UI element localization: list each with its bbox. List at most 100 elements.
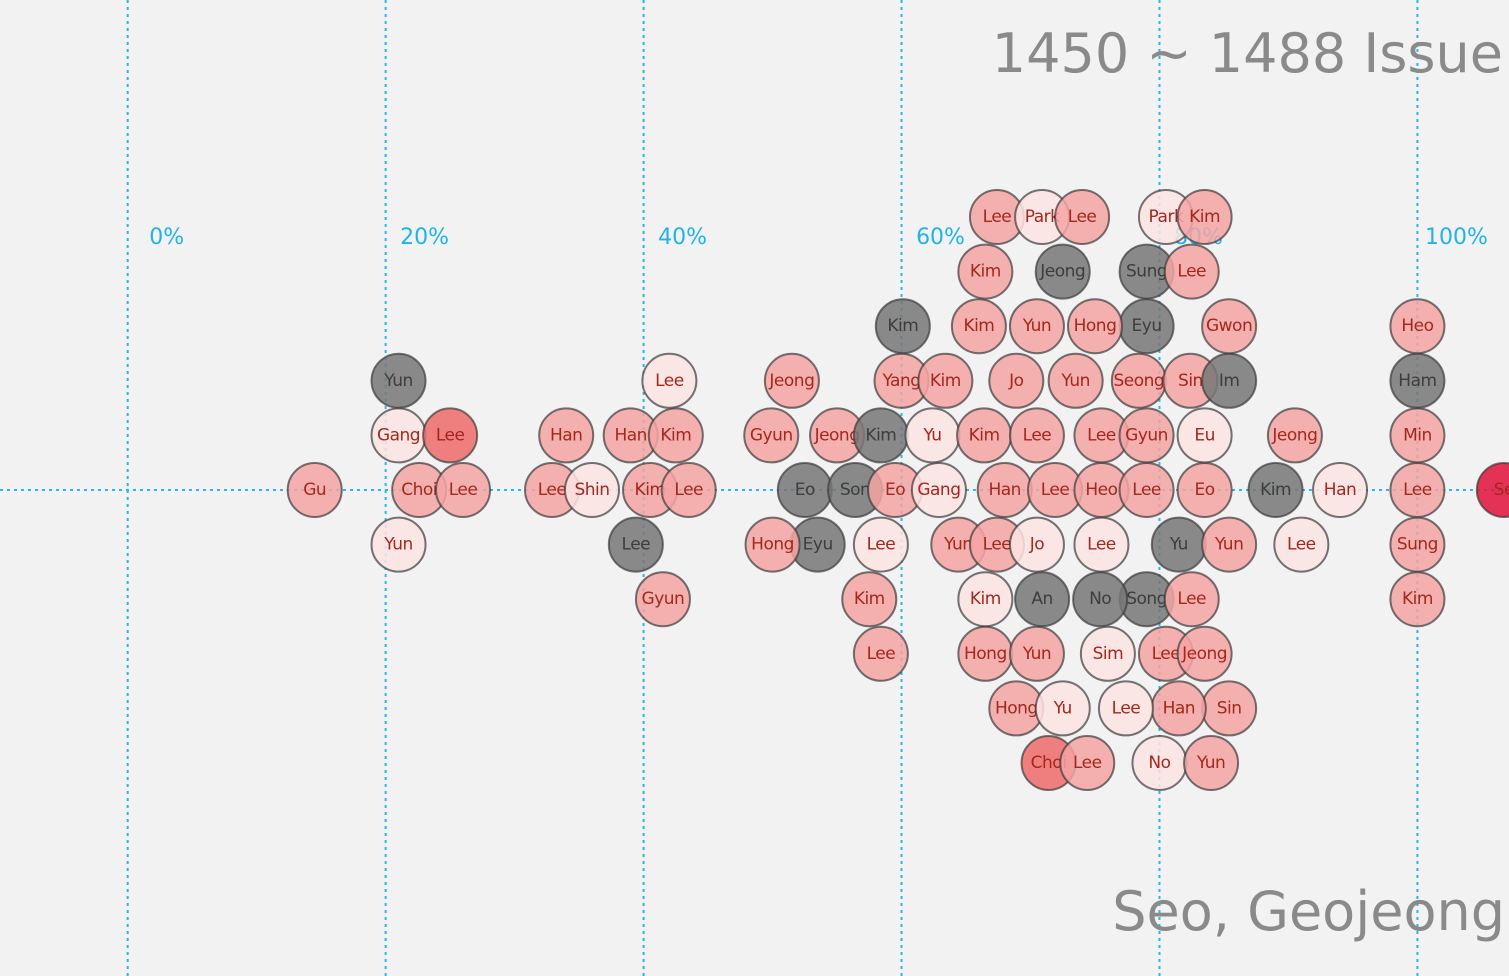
bubble-circle (370, 516, 427, 573)
bubble-label: Choi (401, 480, 437, 500)
bubble-label: Park (1025, 207, 1060, 227)
bubble-label: Kim (1189, 207, 1220, 227)
bubble-label: Lee (1073, 753, 1102, 773)
bubble-circle (1097, 680, 1154, 737)
bubble: Ham (1389, 352, 1446, 409)
bubble-circle (1176, 189, 1233, 245)
bubble-label: Gang (377, 425, 420, 445)
bubble-label: Kim (1402, 589, 1433, 609)
bubble-label: Han (550, 425, 582, 445)
bubble-label: Yu (922, 425, 941, 445)
bubble-circle (1034, 243, 1091, 300)
bubble: Han (538, 407, 595, 464)
bubble: Lee (1273, 516, 1330, 573)
bubble: Lee (1118, 462, 1175, 518)
x-tick-label: 0% (149, 225, 184, 250)
bubble-label: Hong (995, 698, 1038, 718)
bubble-label: Choi (1031, 753, 1067, 773)
bubble-label: Eu (1194, 425, 1215, 445)
bubble: Han (976, 462, 1033, 518)
bubble: Lee (1059, 735, 1116, 791)
bubble-label: Heo (1085, 480, 1117, 500)
bubble-label: Jeong (814, 425, 860, 445)
bubble: Im (1201, 352, 1258, 409)
bubble-label: Kim (1260, 480, 1291, 500)
bubble-circle (563, 462, 620, 518)
bubble-label: Gang (917, 480, 960, 500)
bubble-label: Lee (449, 480, 478, 500)
bubble: Kim (622, 462, 679, 518)
bubble-label: Jeong (768, 371, 814, 391)
bubble: Jeong (1034, 243, 1091, 300)
bubble-circle (286, 462, 343, 518)
bubble-circle (1183, 735, 1240, 791)
bubble-circle (841, 571, 898, 628)
bubble-circle (641, 352, 698, 409)
bubble-circle (1079, 625, 1136, 682)
bubble-label: Kim (635, 480, 666, 500)
bubble: Han (1150, 680, 1207, 737)
bubble-label: Jeong (1039, 262, 1085, 282)
bubble-label: Ham (1398, 371, 1436, 391)
bubble: Se (1475, 462, 1509, 518)
bubble: Yun (370, 352, 427, 409)
bubble-label: Yun (1060, 371, 1089, 391)
bubble-label: Hong (751, 535, 794, 555)
bubble: Sin (1201, 680, 1258, 737)
x-tick-label: 60% (916, 225, 965, 250)
bubble: Yun (1183, 735, 1240, 791)
bubble: Gwon (1201, 298, 1258, 355)
bubble-circle (1054, 189, 1111, 245)
bubble-circle (874, 298, 931, 355)
bubble-circle (1008, 298, 1065, 355)
bubble: Yu (1150, 516, 1207, 573)
bubble-label: Lee (1041, 480, 1070, 500)
bubble: Kim (1389, 571, 1446, 628)
bubble: Shin (563, 462, 620, 518)
bubble-label: Yun (383, 535, 412, 555)
bubble-circle (1118, 407, 1175, 464)
bubble-circle (1047, 352, 1104, 409)
bubble: Kim (956, 407, 1013, 464)
bubble-label: Han (1324, 480, 1356, 500)
bubble-circle (1176, 407, 1233, 464)
bubble-label: Hong (1074, 316, 1117, 336)
bubble: Lee (1008, 407, 1065, 464)
bubble-label: Eo (795, 480, 815, 500)
bubble: Kim (957, 243, 1014, 300)
bubble-label: Park (1149, 207, 1184, 227)
bubble-label: Han (988, 480, 1020, 500)
bubble: Sin (1162, 352, 1219, 409)
bubble-circle (852, 625, 909, 682)
bubble: Eu (1176, 407, 1233, 464)
bubble-circle (1008, 625, 1065, 682)
chart-title: 1450 ~ 1488 Issue (992, 22, 1503, 85)
bubble-label: Eyu (803, 535, 833, 555)
bubble: Sung (1389, 516, 1446, 573)
bubble: Han (602, 407, 659, 464)
bubble: Lee (1163, 243, 1220, 300)
bubble-circle (1176, 625, 1233, 682)
bubble-label: Yun (943, 535, 972, 555)
bubble-label: An (1031, 589, 1052, 609)
bubble-label: Lee (1177, 589, 1206, 609)
bubble-label: Kim (970, 589, 1001, 609)
bubble-label: Yu (1169, 535, 1188, 555)
bubble: Eyu (789, 516, 846, 573)
bubble-label: Jo (1008, 371, 1024, 391)
bubble-circle (435, 462, 492, 518)
bubble-label: Gwon (1206, 316, 1252, 336)
bubble-circle (1389, 571, 1446, 628)
bubble: Hong (744, 516, 801, 573)
bubble-label: Sung (1126, 262, 1167, 282)
bubble-circle (1312, 462, 1369, 518)
bubble: Jo (988, 352, 1045, 409)
bubble-circle (910, 462, 967, 518)
bubble: Kim (874, 298, 931, 355)
bubble-label: Lee (867, 644, 896, 664)
bubble: Gang (910, 462, 967, 518)
bubble-label: Lee (1287, 535, 1316, 555)
bubble-label: Lee (867, 535, 896, 555)
bubble-label: Lee (983, 535, 1012, 555)
